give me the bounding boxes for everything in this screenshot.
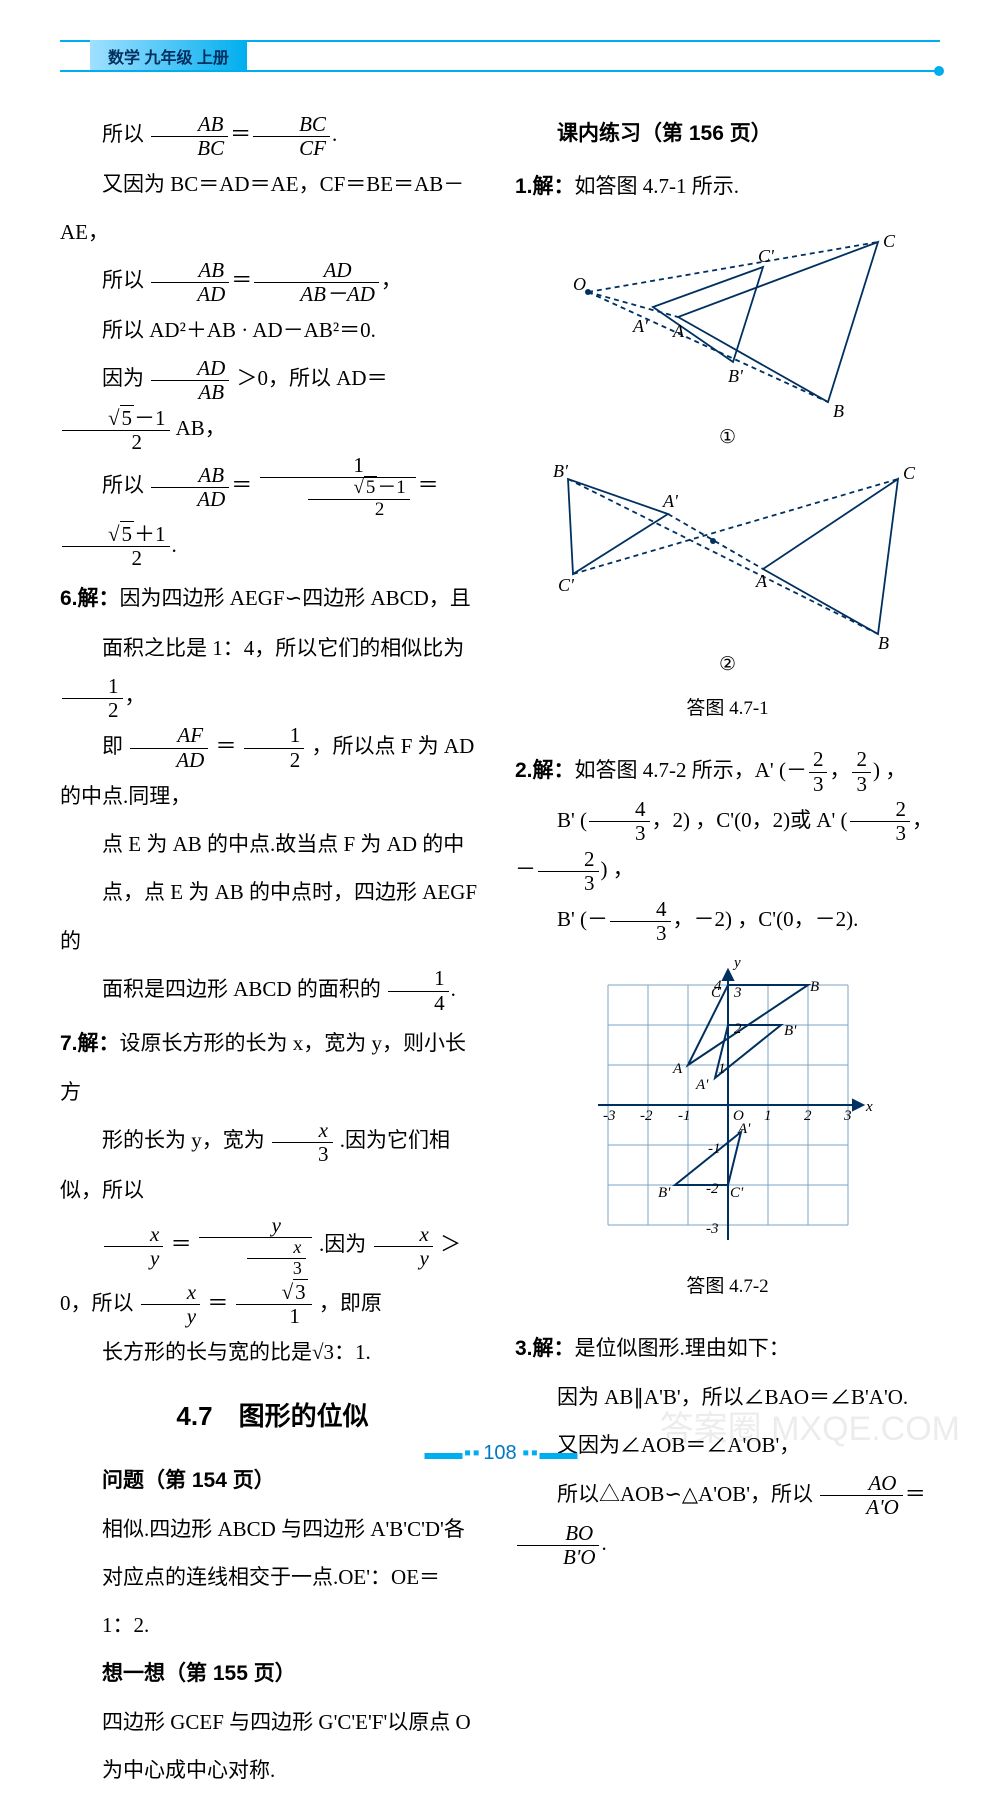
svg-text:1: 1 — [764, 1108, 772, 1124]
svg-text:B: B — [833, 401, 844, 421]
svg-text:C': C' — [558, 575, 575, 595]
q6-line-a: 6.解：因为四边形 AEGF∽四边形 ABCD，且 — [60, 574, 485, 623]
header-line-bottom — [60, 70, 940, 72]
left-l6: 所以 ABAD＝ 15－12＝ 5＋12. — [60, 454, 485, 570]
svg-text:B: B — [810, 979, 819, 995]
q7-line-a: 7.解：设原长方形的长为 x，宽为 y，则小长方 — [60, 1019, 485, 1117]
left-l3: 所以 ABAD＝ADAB－AD， — [60, 256, 485, 306]
svg-text:2: 2 — [734, 1021, 742, 1037]
watermark: 答案圈 MXQE.COM — [660, 1409, 960, 1450]
left-l4: 所以 AD²＋AB · AD－AB²＝0. — [60, 306, 485, 354]
header-dot — [934, 66, 944, 76]
figure-4-7-2: y x O -3 -2 -1 1 2 3 4 3 2 1 — [515, 955, 940, 1255]
fig1-label2: ② — [515, 654, 940, 677]
svg-text:-3: -3 — [706, 1221, 719, 1237]
fig1-label1: ① — [515, 427, 940, 450]
q6-line-d: 点 E 为 AB 的中点.故当点 F 为 AD 的中 — [60, 820, 485, 868]
wen-c: 1：2. — [60, 1601, 485, 1649]
svg-text:A': A' — [662, 491, 679, 511]
q2-b: B' (43，2) ，C'(0，2)或 A' (23，－23) ， — [515, 796, 940, 896]
q6-line-e: 点，点 E 为 AB 的中点时，四边形 AEGF 的 — [60, 868, 485, 965]
svg-text:C': C' — [730, 1185, 744, 1201]
svg-text:-2: -2 — [640, 1108, 653, 1124]
svg-text:2: 2 — [804, 1108, 812, 1124]
page-header: 数学 九年级 上册 — [60, 40, 940, 90]
svg-text:C': C' — [758, 246, 775, 266]
figure-4-7-1-bottom: B' A' C' A C B ② — [515, 459, 940, 677]
svg-text:A: A — [672, 321, 685, 341]
left-l1: 所以 ABBC＝BCCF. — [60, 110, 485, 160]
svg-text:A': A' — [737, 1121, 751, 1137]
svg-text:1: 1 — [718, 1061, 726, 1077]
content-columns: 所以 ABBC＝BCCF. 又因为 BC＝AD＝AE，CF＝BE＝AB－AE， … — [60, 110, 940, 1795]
svg-text:B: B — [878, 633, 889, 649]
svg-text:-1: -1 — [708, 1141, 721, 1157]
xiang-title: 想一想（第 155 页） — [60, 1650, 485, 1698]
q3-a: 3.解：是位似图形.理由如下： — [515, 1324, 940, 1373]
left-l5: 因为 ADAB ＞0，所以 AD＝ 5－12 AB， — [60, 354, 485, 454]
wen-b: 对应点的连线相交于一点.OE'：OE＝ — [60, 1553, 485, 1601]
q6-line-f: 面积是四边形 ABCD 的面积的 14. — [60, 965, 485, 1015]
svg-text:B': B' — [553, 461, 569, 481]
figure-4-7-1-top: O A' A B' B C' C ① — [515, 222, 940, 450]
svg-text:B': B' — [658, 1185, 671, 1201]
svg-text:C: C — [711, 985, 722, 1001]
q3-d: 所以△AOB∽△A'OB'，所以 AOA'O＝BOB'O. — [515, 1470, 940, 1570]
svg-text:A: A — [755, 571, 768, 591]
svg-text:C: C — [903, 463, 916, 483]
xiang-b: 为中心成中心对称. — [60, 1746, 485, 1794]
svg-text:-2: -2 — [706, 1181, 719, 1197]
wen-a: 相似.四边形 ABCD 与四边形 A'B'C'D'各 — [60, 1505, 485, 1553]
svg-text:A': A' — [695, 1077, 709, 1093]
svg-text:3: 3 — [843, 1108, 852, 1124]
q2-a: 2.解：如答图 4.7-2 所示，A' (－23，23) ， — [515, 746, 940, 796]
exercise-title: 课内练习（第 156 页） — [515, 110, 940, 158]
svg-text:O: O — [573, 274, 586, 294]
left-l2: 又因为 BC＝AD＝AE，CF＝BE＝AB－AE， — [60, 160, 485, 257]
svg-text:A: A — [672, 1061, 683, 1077]
svg-text:-3: -3 — [603, 1108, 616, 1124]
header-title: 数学 九年级 上册 — [90, 40, 247, 72]
q7-line-c: xy ＝ yx3 .因为 xy ＞0，所以 xy ＝ 31 ，即原 — [60, 1214, 485, 1328]
right-column: 课内练习（第 156 页） 1.解：如答图 4.7-1 所示. — [515, 110, 940, 1795]
q6-line-b: 面积之比是 1：4，所以它们的相似比为 12， — [60, 624, 485, 722]
svg-text:B': B' — [728, 366, 744, 386]
fig2-caption: 答图 4.7-2 — [515, 1265, 940, 1309]
q1: 1.解：如答图 4.7-1 所示. — [515, 162, 940, 211]
fig1-caption: 答图 4.7-1 — [515, 687, 940, 731]
left-column: 所以 ABBC＝BCCF. 又因为 BC＝AD＝AE，CF＝BE＝AB－AE， … — [60, 110, 485, 1795]
svg-text:y: y — [732, 955, 741, 971]
q2-c: B' (－43，－2) ，C'(0，－2). — [515, 895, 940, 945]
xiang-a: 四边形 GCEF 与四边形 G'C'E'F'以原点 O — [60, 1698, 485, 1746]
q7-line-b: 形的长为 y，宽为 x3 .因为它们相似，所以 — [60, 1116, 485, 1214]
svg-text:3: 3 — [733, 985, 742, 1001]
svg-text:C: C — [883, 231, 896, 251]
q6-line-c: 即 AFAD ＝ 12 ，所以点 F 为 AD 的中点.同理， — [60, 722, 485, 820]
svg-text:A': A' — [632, 316, 649, 336]
svg-text:B': B' — [784, 1023, 797, 1039]
svg-text:x: x — [865, 1099, 873, 1115]
q7-line-d: 长方形的长与宽的比是√3：1. — [60, 1328, 485, 1376]
section-4-7-title: 4.7 图形的位似 — [60, 1387, 485, 1447]
svg-text:-1: -1 — [678, 1108, 691, 1124]
